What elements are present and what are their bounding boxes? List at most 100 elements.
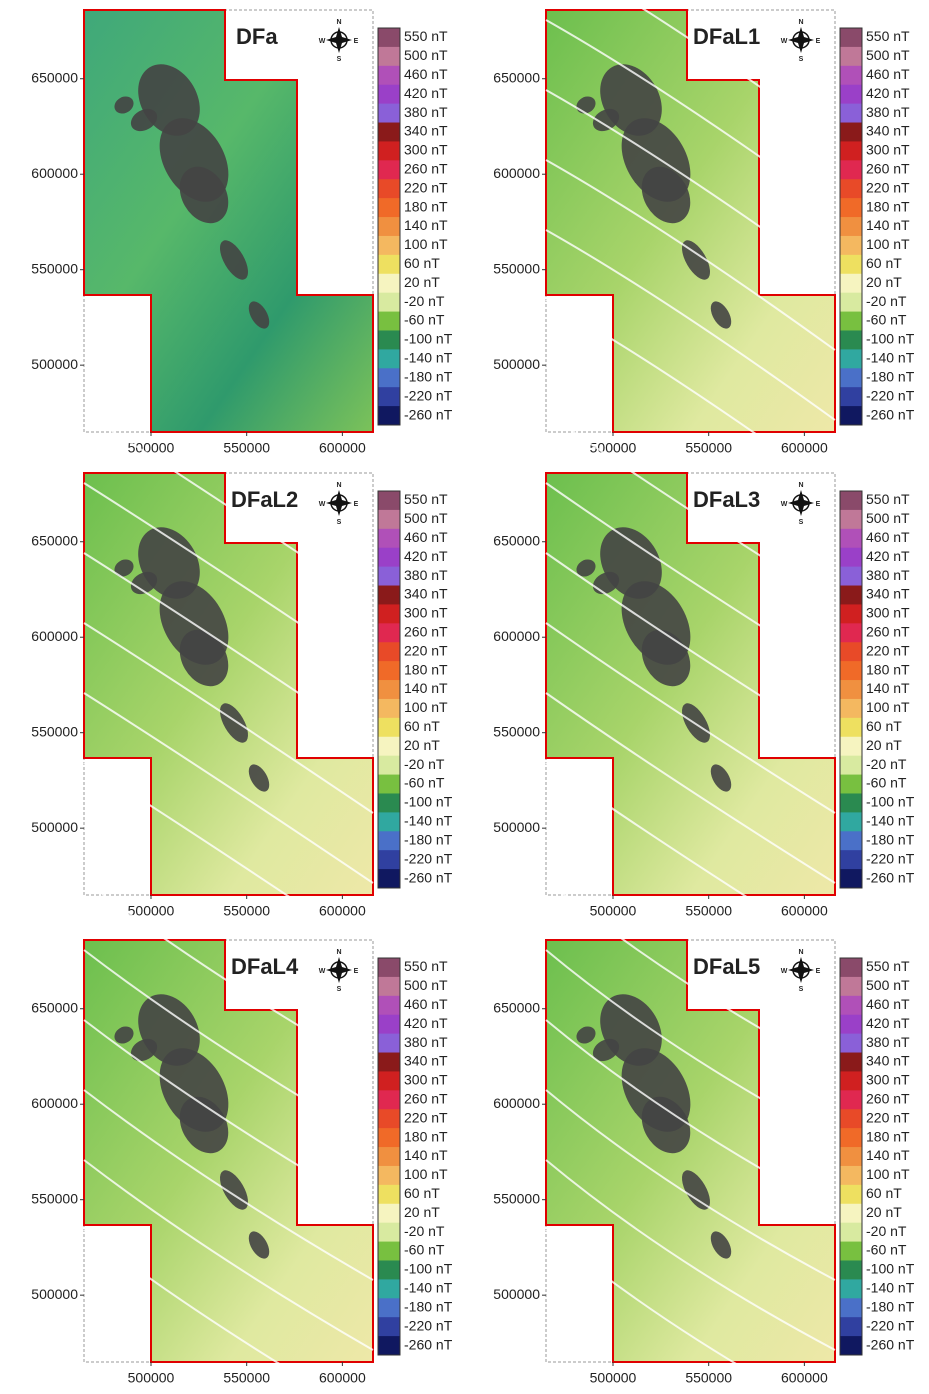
colorbar-label: 260 nT <box>404 1090 448 1106</box>
colorbar-label: 220 nT <box>866 179 910 195</box>
trend-line <box>545 159 836 351</box>
colorbar-swatch <box>840 1090 862 1110</box>
compass-letter: W <box>319 38 326 45</box>
colorbar-swatch <box>840 1336 862 1356</box>
colorbar-swatch <box>378 736 400 757</box>
colorbar-label: 380 nT <box>866 1034 910 1050</box>
colorbar-label: -220 nT <box>404 387 453 403</box>
colorbar-label: 300 nT <box>866 142 910 158</box>
x-tick-label: 500000 <box>590 903 637 919</box>
colorbar-label: -220 nT <box>866 387 915 403</box>
anomaly-high <box>130 108 158 132</box>
compass-letter: E <box>816 38 821 45</box>
y-tick-label: 550000 <box>493 260 540 276</box>
colorbar-swatch <box>378 661 400 681</box>
colorbar-label: -180 nT <box>404 831 453 847</box>
trend-line <box>83 762 374 954</box>
colorbar-label: -100 nT <box>404 1261 453 1277</box>
colorbar-label: 60 nT <box>866 255 902 271</box>
colorbar-swatch <box>840 793 862 813</box>
colorbar-label: -20 nT <box>866 293 907 309</box>
trend-line <box>545 229 836 421</box>
y-tick-label: 650000 <box>31 69 78 85</box>
compass-ring <box>330 31 348 49</box>
colorbar-swatch <box>840 292 862 313</box>
colorbar-swatch <box>378 141 400 161</box>
colorbar-label: 300 nT <box>404 142 448 158</box>
trend-line <box>83 879 374 1071</box>
x-tick-label: 500000 <box>128 903 175 919</box>
colorbar-label: -180 nT <box>866 368 915 384</box>
colorbar-swatch <box>840 831 862 851</box>
colorbar-swatch <box>840 311 862 331</box>
colorbar-label: -100 nT <box>404 794 453 810</box>
colorbar-swatch <box>840 755 862 776</box>
map-panel: DFaL4 N W E S 500000 550000 600000 500000 550000 6… <box>31 879 453 1394</box>
colorbar-label: 550 nT <box>866 491 910 507</box>
trend-line <box>83 1159 374 1351</box>
compass-letter: W <box>319 501 326 508</box>
colorbar-swatch <box>378 642 400 662</box>
anomaly-high <box>576 1026 596 1044</box>
trend-line <box>627 0 836 141</box>
colorbar-swatch <box>378 254 400 275</box>
colorbar-swatch <box>840 547 862 568</box>
anomaly-high <box>114 559 134 577</box>
trend-line <box>83 1019 374 1211</box>
anomaly-high <box>179 166 229 224</box>
colorbar-swatch <box>840 160 862 180</box>
colorbar-swatch <box>378 65 400 86</box>
colorbar-swatch <box>378 1241 400 1261</box>
colorbar-swatch <box>378 793 400 813</box>
colorbar-label: -260 nT <box>404 1336 453 1352</box>
colorbar-swatch <box>378 774 400 794</box>
colorbar-label: -20 nT <box>404 756 445 772</box>
colorbar-swatch <box>378 1279 400 1299</box>
trend-line <box>545 482 836 674</box>
colorbar-label: 340 nT <box>404 586 448 602</box>
colorbar-swatch <box>378 28 400 48</box>
compass-letter: N <box>798 949 803 956</box>
colorbar-label: -140 nT <box>866 1280 915 1296</box>
anomaly-high <box>248 1231 270 1259</box>
colorbar-swatch <box>378 103 400 124</box>
compass-letter: N <box>798 19 803 26</box>
anomaly-high <box>248 764 270 792</box>
x-tick-label: 500000 <box>128 1370 175 1386</box>
compass-letter: W <box>781 968 788 975</box>
colorbar-label: -60 nT <box>866 1242 907 1258</box>
colorbar-swatch <box>378 1165 400 1186</box>
colorbar-label: 140 nT <box>866 1147 910 1163</box>
colorbar-label: 460 nT <box>404 996 448 1012</box>
colorbar-swatch <box>378 198 400 218</box>
y-tick-label: 650000 <box>31 532 78 548</box>
colorbar-swatch <box>378 1317 400 1337</box>
colorbar-swatch <box>840 254 862 275</box>
colorbar-swatch <box>378 349 400 369</box>
y-tick-label: 550000 <box>31 723 78 739</box>
y-tick-label: 600000 <box>31 628 78 644</box>
map-panel: DFaL3 N W E S 500000 550000 600000 500000 550000 6… <box>493 412 915 954</box>
trend-line <box>83 949 374 1141</box>
colorbar-swatch <box>378 995 400 1016</box>
colorbar-swatch <box>378 368 400 388</box>
colorbar-swatch <box>840 273 862 294</box>
colorbar-swatch <box>378 1128 400 1148</box>
compass-letter: S <box>799 519 804 526</box>
colorbar-swatch <box>840 387 862 407</box>
map-title: DFaL3 <box>693 487 760 512</box>
colorbar-label: 340 nT <box>866 123 910 139</box>
colorbar-swatch <box>378 1014 400 1035</box>
compass-letter: N <box>336 949 341 956</box>
colorbar-label: 20 nT <box>866 737 902 753</box>
compass-letter: E <box>354 501 359 508</box>
colorbar-label: 100 nT <box>404 236 448 252</box>
colorbar-label: 180 nT <box>404 1128 448 1144</box>
colorbar-swatch <box>840 774 862 794</box>
compass-rose <box>326 957 352 983</box>
colorbar-label: 340 nT <box>404 1053 448 1069</box>
map-title: DFa <box>236 24 278 49</box>
colorbar-swatch <box>840 28 862 48</box>
trend-line <box>545 762 836 954</box>
